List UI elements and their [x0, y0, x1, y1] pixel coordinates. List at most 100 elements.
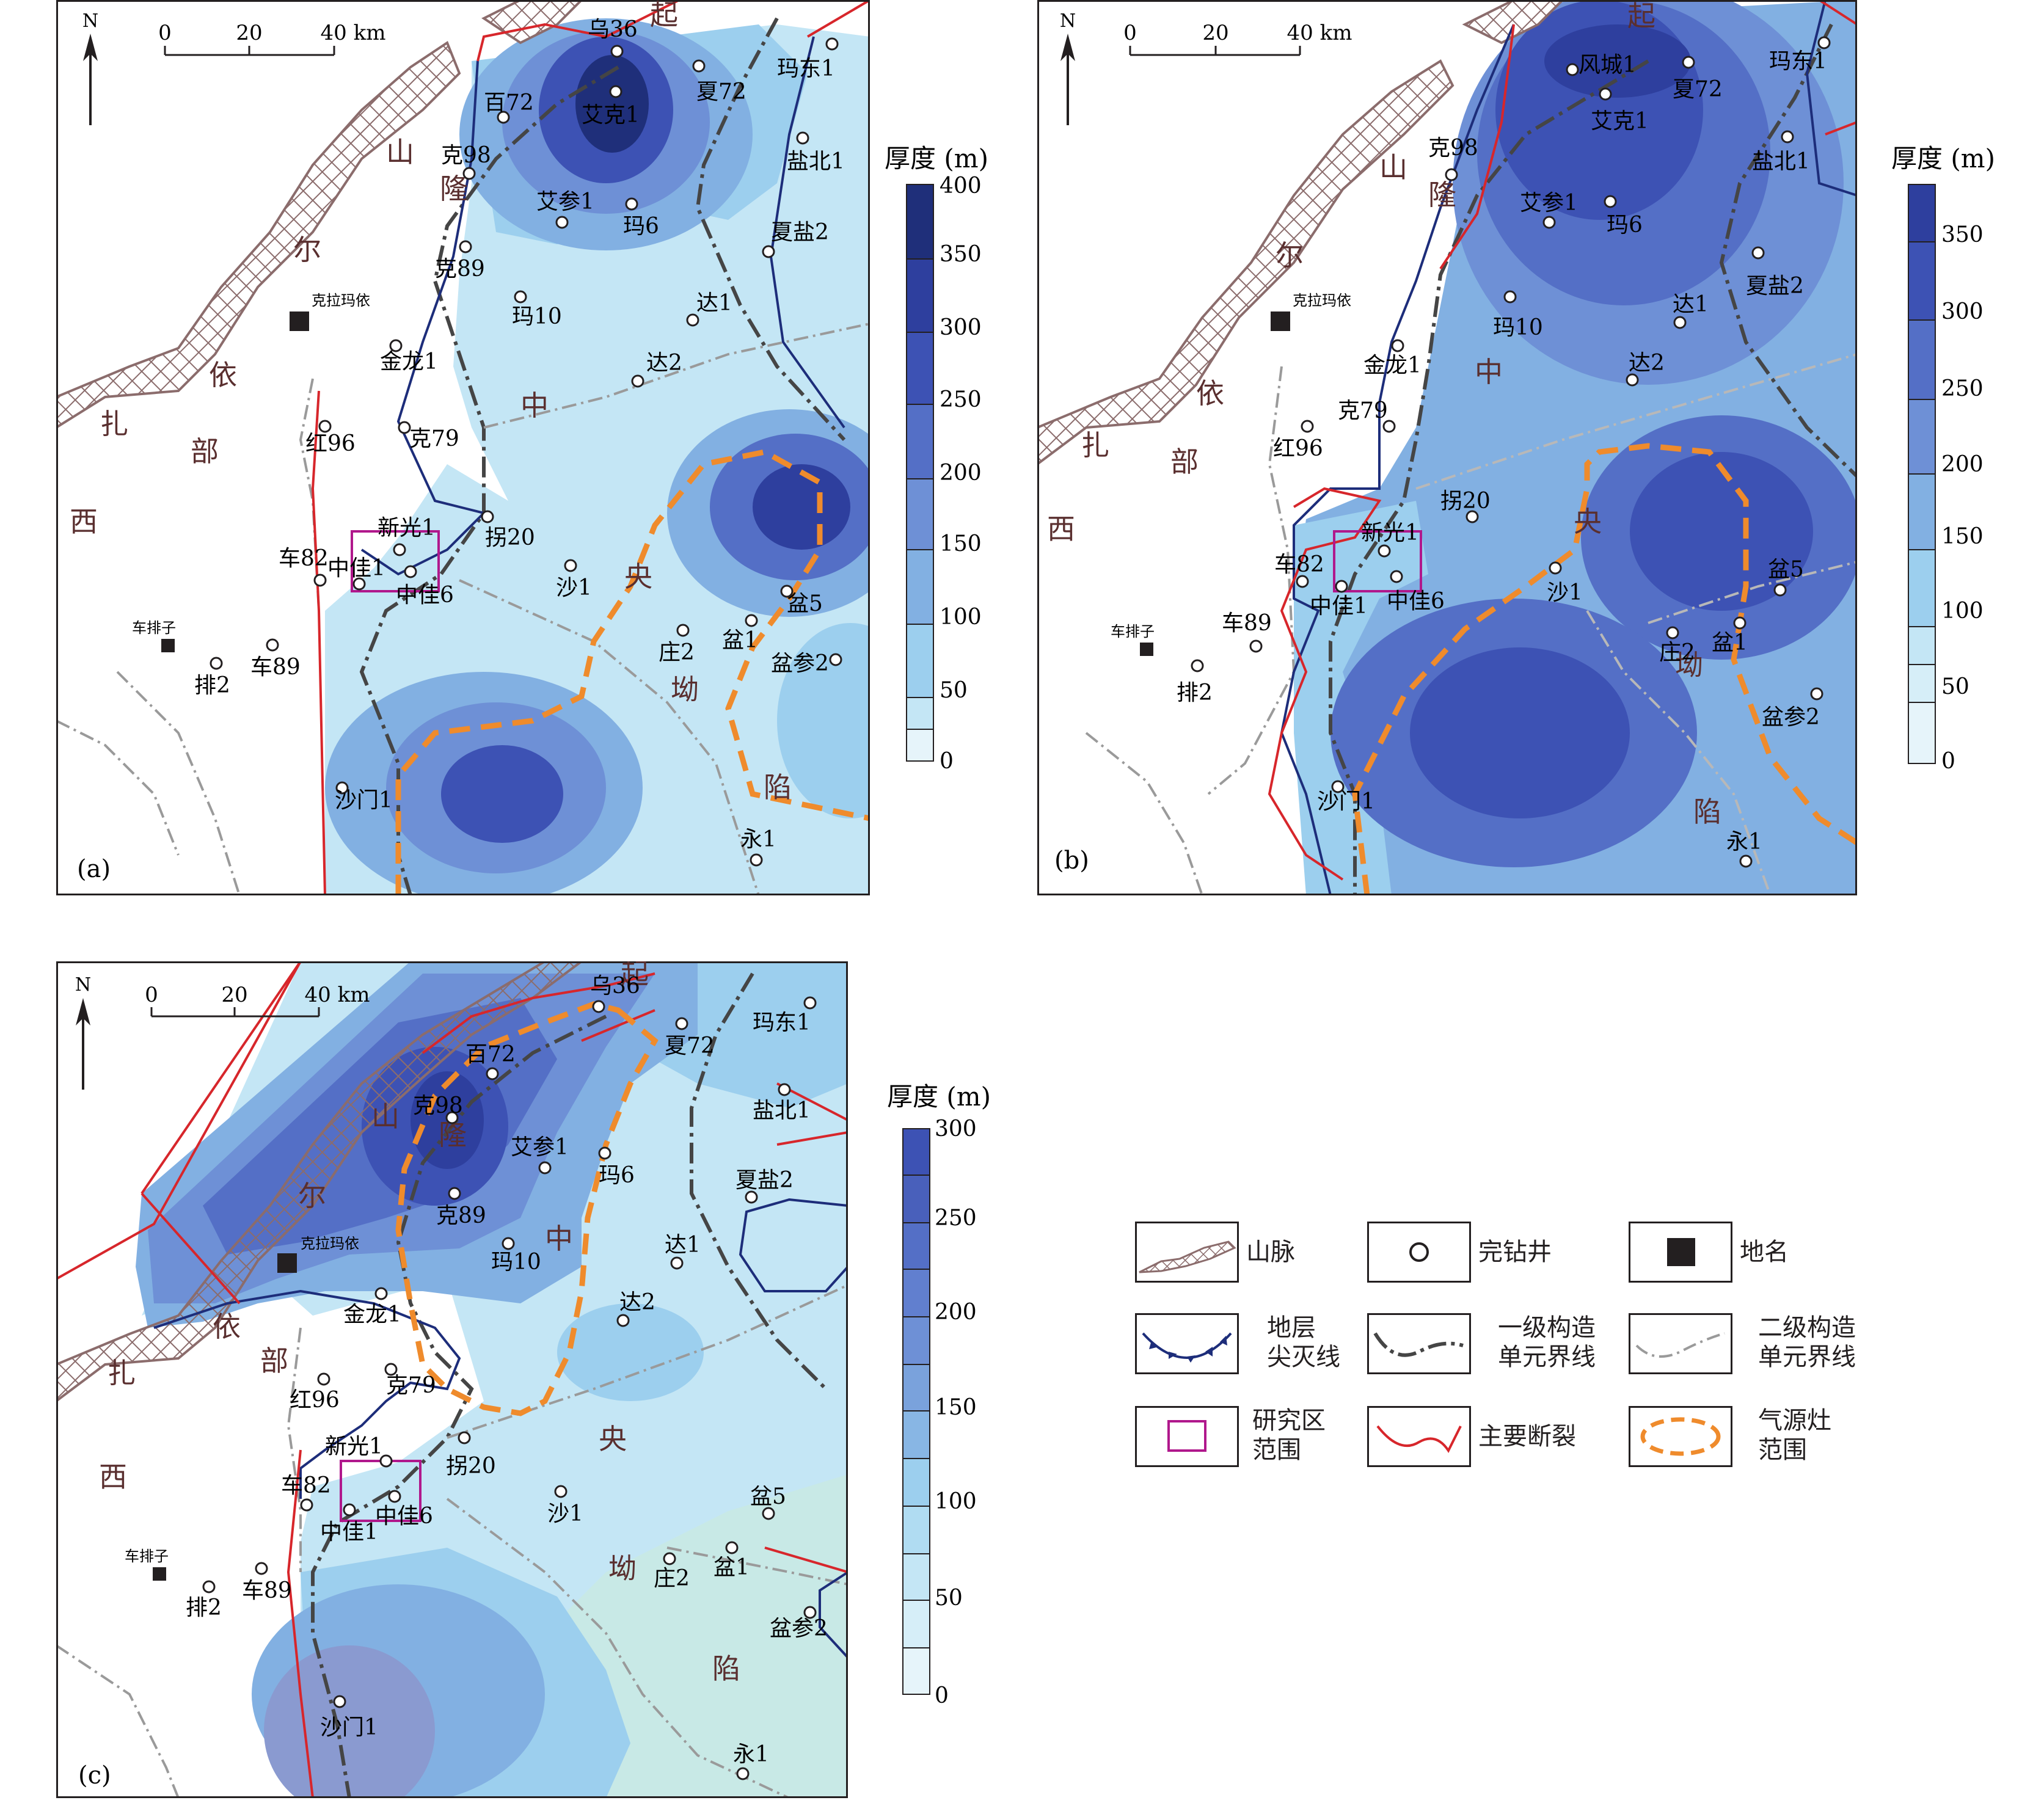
well-marker: [778, 1083, 791, 1096]
well-label: 夏72: [665, 1033, 715, 1058]
legend-label: 气源灶 范围: [1758, 1407, 1831, 1464]
region-label: 坳: [671, 673, 699, 706]
north-label: N: [75, 974, 91, 996]
region-label: 中: [520, 389, 549, 422]
place-marker-karamay: [290, 311, 309, 331]
well-marker: [592, 1000, 605, 1013]
colorbar-step: [1908, 664, 1936, 703]
region-labels: 西 扎 部 依 尔 隆 山 起 中 央 坳 陷: [1047, 0, 1721, 828]
colorbar-c: 厚度 (m) 0 50 100 150 200 250 300: [887, 1082, 991, 1708]
region-label: 扎: [108, 1357, 136, 1390]
well-marker: [829, 653, 842, 666]
colorbar-tick: 300: [1941, 299, 1984, 324]
well-marker: [1682, 56, 1695, 69]
well-marker: [384, 1363, 398, 1376]
well-marker: [676, 624, 690, 637]
well-marker: [398, 421, 411, 434]
colorbar-step: [902, 1506, 930, 1554]
well-marker: [1810, 687, 1823, 701]
well-marker: [1335, 580, 1348, 593]
scale-tick-0: 0: [145, 983, 158, 1007]
region-label: 央: [624, 560, 652, 593]
well-marker: [210, 657, 223, 670]
well-label: 新光1: [1361, 520, 1419, 545]
region-label: 央: [1574, 505, 1602, 538]
colorbar-tick: 200: [1941, 452, 1984, 477]
well-label: 车82: [279, 546, 329, 571]
panel-label-c: (c): [78, 1761, 111, 1790]
colorbar-title-c: 厚度 (m): [887, 1082, 991, 1112]
place-marker-karamay: [277, 1253, 297, 1273]
scale-tick-20: 20: [221, 983, 247, 1007]
colorbar-step: [1908, 702, 1936, 764]
colorbar-tick: 0: [940, 749, 954, 774]
primary-boundary-icon: [1373, 1332, 1464, 1357]
secondary-boundary-4: [56, 719, 180, 856]
region-label: 起: [621, 961, 649, 990]
well-marker: [374, 1287, 388, 1300]
well-marker: [610, 45, 624, 58]
well-label: 玛10: [1493, 315, 1543, 340]
fault-north-2: [806, 0, 870, 38]
well-label: 盆5: [750, 1484, 786, 1509]
well-marker: [625, 197, 638, 211]
region-label: 西: [1047, 512, 1075, 545]
colorbar-tick: 300: [935, 1116, 977, 1142]
well-marker: [1817, 36, 1831, 49]
gas-source-area: [395, 449, 870, 895]
pinchout-line-east: [1805, 0, 1857, 197]
colorbar-b: 厚度 (m) 0 50 100 150 200 250 300 350: [1891, 144, 1995, 774]
well-label: 永1: [1726, 829, 1762, 854]
well-marker: [1382, 420, 1396, 433]
colorbar-tick: 150: [940, 531, 982, 556]
well-label: 艾参1: [536, 189, 594, 214]
legend-label: 地名: [1740, 1238, 1789, 1266]
secondary-boundary: [1415, 353, 1857, 490]
colorbar-b-ticks: 0 50 100 150 200 250 300 350: [1941, 222, 1984, 774]
well-label: 盆1: [1712, 630, 1748, 655]
region-label: 陷: [1693, 795, 1721, 828]
well-label: 盆参2: [1762, 705, 1820, 730]
scale-bar: 0 20 40 km: [1123, 21, 1352, 56]
well-marker: [1666, 626, 1679, 639]
well-marker: [663, 1552, 676, 1565]
fault-north: [476, 0, 680, 62]
well-marker: [670, 1256, 684, 1270]
colorbar-c-ticks: 0 50 100 150 200 250 300: [935, 1116, 977, 1708]
well-label: 红96: [1273, 436, 1323, 461]
well-label: 艾参1: [1520, 191, 1578, 216]
well-marker: [1773, 583, 1787, 597]
legend-swatch-pinchout: [1135, 1313, 1239, 1374]
well-marker: [514, 290, 527, 304]
well-label: 排2: [186, 1595, 222, 1620]
well-label: 拐20: [485, 525, 535, 550]
well-label: 红96: [290, 1388, 340, 1413]
colorbar-tick: 50: [935, 1586, 963, 1611]
well-marker: [486, 1067, 499, 1080]
map-frame: [56, 0, 870, 895]
well-marker: [388, 1490, 401, 1503]
colorbar-step: [902, 1128, 930, 1176]
well-marker: [1390, 570, 1403, 583]
well-label: 克79: [409, 426, 459, 451]
place-name-chepaizi: 车排子: [125, 1548, 169, 1565]
colorbar-tick: 150: [935, 1395, 977, 1420]
well-marker: [555, 216, 569, 229]
region-label: 央: [599, 1422, 627, 1455]
map-panel-c: N 0 20 40 km 克拉玛依 车排子 西 扎 部 依 尔 隆 山 起 中 …: [56, 961, 848, 1798]
colorbar-tick: 50: [940, 678, 968, 703]
place-name-karamay: 克拉玛依: [312, 292, 370, 309]
map-panel-a: N 0 20 40 km 克拉玛依 车排子 西 扎 部 依 尔 隆 山 起 中 …: [56, 0, 870, 895]
region-label: 依: [213, 1310, 241, 1343]
well-marker: [448, 1187, 461, 1200]
well-icon: [1409, 1242, 1429, 1262]
well-label: 玛6: [623, 214, 659, 239]
well-label: 车82: [281, 1473, 331, 1498]
well-label: 克89: [435, 257, 485, 282]
scale-tick-0: 0: [1123, 21, 1137, 45]
colorbar-step: [906, 332, 934, 405]
region-label: 隆: [440, 172, 468, 205]
primary-boundary: [690, 972, 828, 1391]
north-arrow: N: [82, 10, 98, 125]
scale-tick-0: 0: [158, 21, 172, 45]
